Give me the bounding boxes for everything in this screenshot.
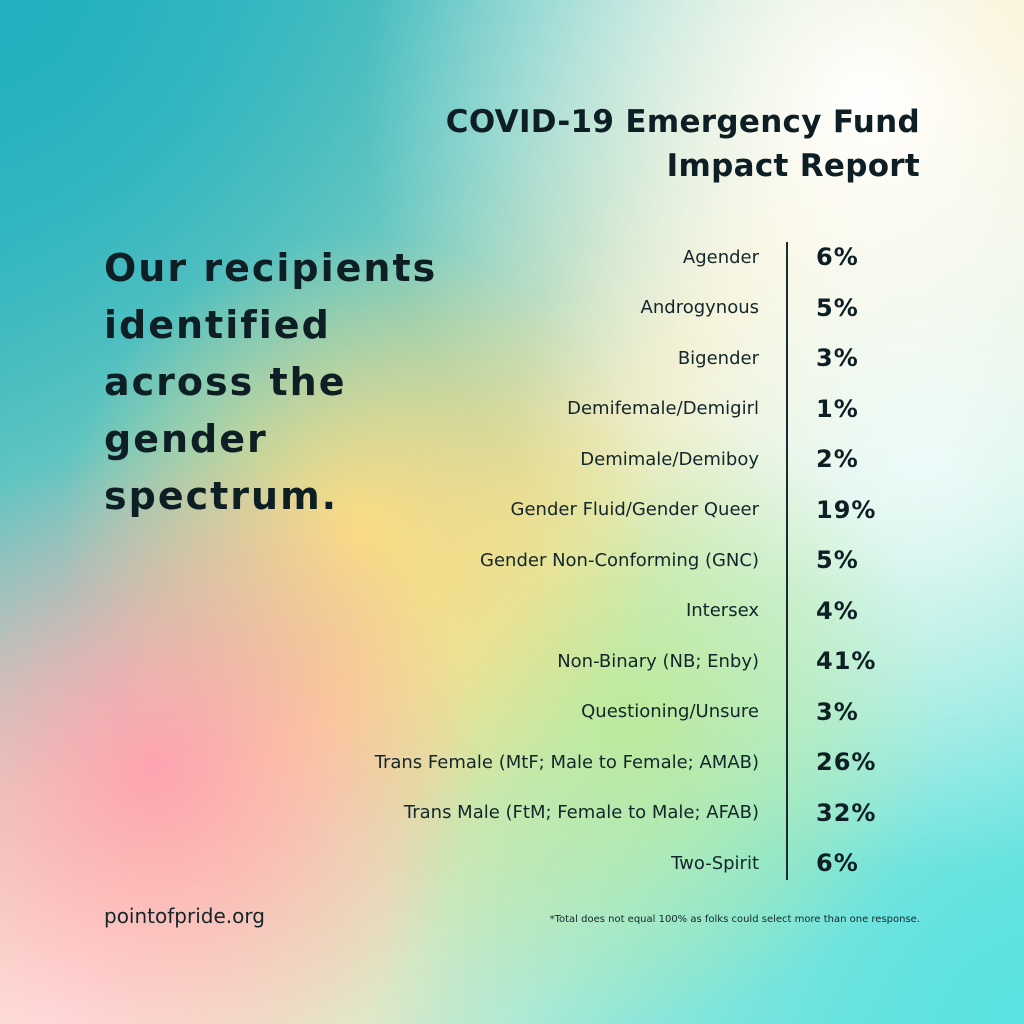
table-row: Demifemale/Demigirl 1% (300, 384, 920, 435)
table-row: Trans Female (MtF; Male to Female; AMAB)… (300, 737, 920, 788)
percentage-value: 2% (816, 445, 859, 474)
percentage-value: 1% (816, 394, 859, 423)
percentage-value: 3% (816, 697, 859, 726)
category-label: Trans Male (FtM; Female to Male; AFAB) (403, 802, 759, 824)
report-title-line-1: COVID-19 Emergency Fund (445, 104, 920, 140)
headline: Our recipients identified across the gen… (104, 246, 438, 518)
percentage-value: 41% (816, 647, 877, 676)
percentage-value: 26% (816, 748, 877, 777)
category-label: Agender (682, 246, 759, 268)
table-row: Questioning/Unsure 3% (300, 687, 920, 738)
percentage-value: 5% (816, 546, 859, 575)
category-label: Bigender (677, 347, 759, 369)
table-row: Androgynous 5% (300, 283, 920, 334)
category-label: Demimale/Demiboy (580, 448, 759, 470)
category-label: Questioning/Unsure (581, 701, 759, 723)
table-row: Intersex 4% (300, 586, 920, 637)
category-label: Androgynous (640, 297, 759, 319)
table-row: Trans Male (FtM; Female to Male; AFAB) 32… (300, 788, 920, 839)
table-row: Bigender 3% (300, 333, 920, 384)
percentage-value: 19% (816, 495, 877, 524)
table-row: Two-Spirit 6% (300, 838, 920, 889)
category-label: Trans Female (MtF; Male to Female; AMAB) (374, 751, 759, 773)
percentage-value: 4% (816, 596, 859, 625)
report-title-line-2: Impact Report (666, 148, 920, 184)
table-row: Demimale/Demiboy 2% (300, 434, 920, 485)
table-divider (786, 242, 788, 880)
percentage-value: 32% (816, 798, 877, 827)
table-row: Gender Fluid/Gender Queer 19% (300, 485, 920, 536)
footnote: *Total does not equal 100% as folks coul… (549, 914, 920, 925)
category-label: Demifemale/Demigirl (567, 398, 759, 420)
percentage-value: 3% (816, 344, 859, 373)
percentage-value: 5% (816, 293, 859, 322)
website-url: pointofpride.org (104, 904, 265, 928)
gender-percentage-table: Agender 6% Androgynous 5% Bigender 3% Demifema… (300, 232, 920, 889)
category-label: Gender Fluid/Gender Queer (510, 499, 759, 521)
table-row: Non-Binary (NB; Enby) 41% (300, 636, 920, 687)
report-title: COVID-19 Emergency Fund Impact Report (446, 100, 920, 188)
percentage-value: 6% (816, 849, 859, 878)
percentage-value: 6% (816, 243, 859, 272)
category-label: Gender Non-Conforming (GNC) (480, 549, 759, 571)
table-row: Agender 6% (300, 232, 920, 283)
category-label: Intersex (685, 600, 759, 622)
table-row: Gender Non-Conforming (GNC) 5% (300, 535, 920, 586)
category-label: Non-Binary (NB; Enby) (557, 650, 759, 672)
category-label: Two-Spirit (671, 852, 759, 874)
